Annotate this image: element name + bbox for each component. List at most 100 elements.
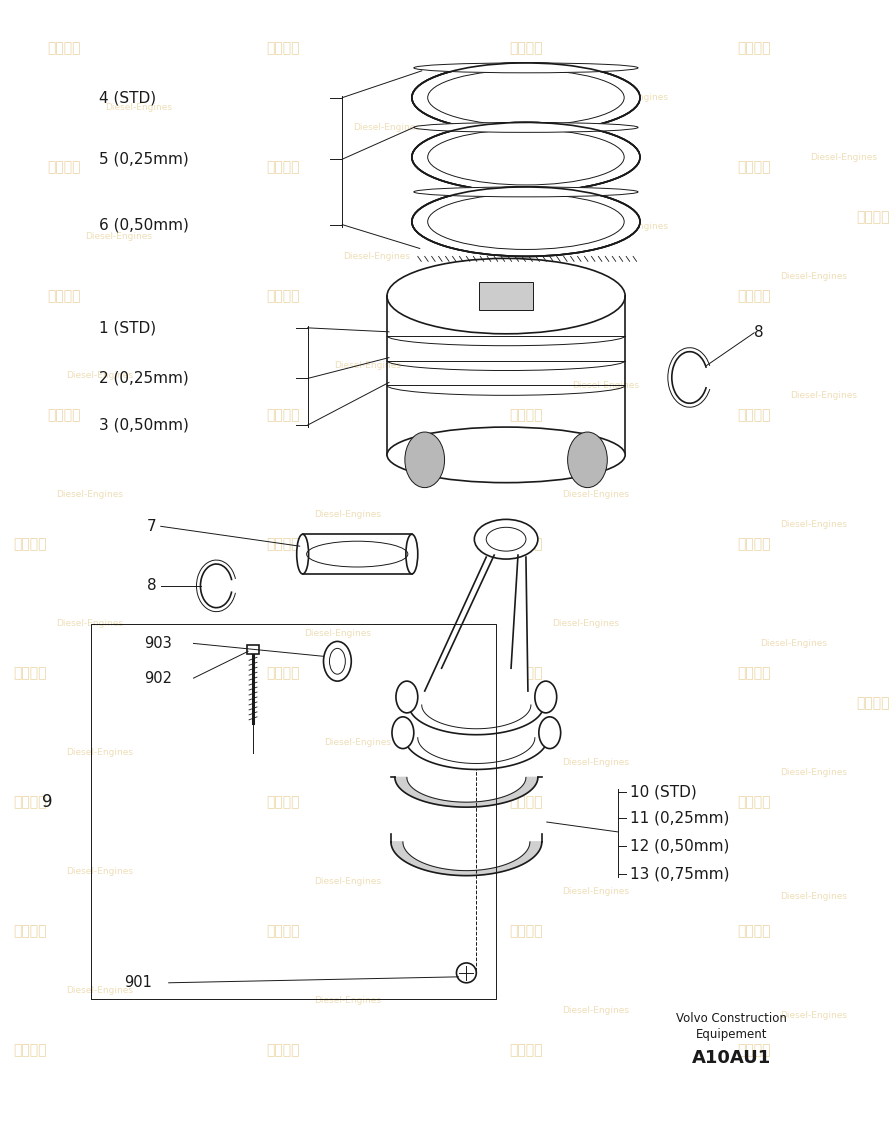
Text: 紫发动力: 紫发动力 <box>509 289 543 303</box>
Text: Diesel-Engines: Diesel-Engines <box>66 371 133 380</box>
Text: 紫发动力: 紫发动力 <box>738 289 771 303</box>
Ellipse shape <box>387 259 625 333</box>
Ellipse shape <box>428 194 624 249</box>
Text: 紫发动力: 紫发动力 <box>266 289 300 303</box>
Ellipse shape <box>406 534 417 574</box>
Ellipse shape <box>396 682 417 713</box>
Text: Diesel-Engines: Diesel-Engines <box>353 122 420 132</box>
Text: 12 (0,50mm): 12 (0,50mm) <box>630 838 730 854</box>
Ellipse shape <box>457 963 476 983</box>
Text: 紫发动力: 紫发动力 <box>856 210 890 223</box>
Text: Diesel-Engines: Diesel-Engines <box>66 748 133 758</box>
Ellipse shape <box>568 432 607 488</box>
Ellipse shape <box>296 534 309 574</box>
Text: Diesel-Engines: Diesel-Engines <box>571 381 639 390</box>
Text: Diesel-Engines: Diesel-Engines <box>303 629 371 638</box>
Text: 1 (STD): 1 (STD) <box>99 320 157 336</box>
Text: 8: 8 <box>754 325 764 340</box>
Text: 紫发动力: 紫发动力 <box>13 924 46 938</box>
Ellipse shape <box>387 428 625 483</box>
Text: Diesel-Engines: Diesel-Engines <box>602 222 668 231</box>
Text: 紫发动力: 紫发动力 <box>509 41 543 56</box>
Polygon shape <box>391 841 542 875</box>
Text: 2 (0,25mm): 2 (0,25mm) <box>99 371 189 386</box>
Ellipse shape <box>535 682 557 713</box>
Text: 8: 8 <box>147 578 157 593</box>
Text: 紫发动力: 紫发动力 <box>738 41 771 56</box>
Text: Diesel-Engines: Diesel-Engines <box>760 638 828 648</box>
Text: Diesel-Engines: Diesel-Engines <box>314 510 381 519</box>
Text: 紫发动力: 紫发动力 <box>13 795 46 810</box>
Ellipse shape <box>392 717 414 748</box>
Text: Diesel-Engines: Diesel-Engines <box>562 490 629 499</box>
Text: 紫发动力: 紫发动力 <box>509 538 543 551</box>
Text: Diesel-Engines: Diesel-Engines <box>56 490 123 499</box>
Text: 903: 903 <box>144 636 172 651</box>
Text: 紫发动力: 紫发动力 <box>738 666 771 680</box>
Text: 紫发动力: 紫发动力 <box>509 666 543 680</box>
Text: 紫发动力: 紫发动力 <box>48 289 81 303</box>
Text: Diesel-Engines: Diesel-Engines <box>790 391 857 400</box>
Text: 紫发动力: 紫发动力 <box>13 538 46 551</box>
Text: 紫发动力: 紫发动力 <box>738 160 771 175</box>
Text: Diesel-Engines: Diesel-Engines <box>781 768 847 777</box>
Text: Volvo Construction: Volvo Construction <box>676 1012 787 1025</box>
Polygon shape <box>405 738 547 770</box>
Text: 902: 902 <box>144 670 172 686</box>
Ellipse shape <box>474 519 538 559</box>
Text: 4 (STD): 4 (STD) <box>99 90 157 105</box>
Text: 紫发动力: 紫发动力 <box>738 795 771 810</box>
Text: Diesel-Engines: Diesel-Engines <box>66 868 133 877</box>
Text: Diesel-Engines: Diesel-Engines <box>85 232 152 242</box>
Text: 紫发动力: 紫发动力 <box>509 160 543 175</box>
Text: Diesel-Engines: Diesel-Engines <box>562 758 629 767</box>
Polygon shape <box>395 778 538 807</box>
Text: 紫发动力: 紫发动力 <box>509 408 543 422</box>
Text: Diesel-Engines: Diesel-Engines <box>562 1006 629 1015</box>
FancyBboxPatch shape <box>247 645 259 654</box>
Ellipse shape <box>414 187 638 197</box>
Text: 7: 7 <box>147 519 157 534</box>
Ellipse shape <box>405 432 445 488</box>
Text: 紫发动力: 紫发动力 <box>266 666 300 680</box>
Text: Diesel-Engines: Diesel-Engines <box>781 272 847 281</box>
Polygon shape <box>409 705 544 735</box>
Text: Diesel-Engines: Diesel-Engines <box>552 619 619 628</box>
Text: Diesel-Engines: Diesel-Engines <box>314 996 381 1005</box>
Text: Diesel-Engines: Diesel-Engines <box>334 361 400 370</box>
Text: 紫发动力: 紫发动力 <box>266 408 300 422</box>
Text: 紫发动力: 紫发动力 <box>266 160 300 175</box>
Text: 10 (STD): 10 (STD) <box>630 785 697 799</box>
Text: 3 (0,50mm): 3 (0,50mm) <box>99 417 189 432</box>
Text: Diesel-Engines: Diesel-Engines <box>562 887 629 896</box>
Text: 紫发动力: 紫发动力 <box>738 408 771 422</box>
Text: 紫发动力: 紫发动力 <box>48 408 81 422</box>
Text: 紫发动力: 紫发动力 <box>738 1043 771 1057</box>
Text: 紫发动力: 紫发动力 <box>266 795 300 810</box>
Text: 紫发动力: 紫发动力 <box>266 41 300 56</box>
Text: 紫发动力: 紫发动力 <box>266 1043 300 1057</box>
Ellipse shape <box>323 642 352 682</box>
Ellipse shape <box>412 187 640 256</box>
Text: 11 (0,25mm): 11 (0,25mm) <box>630 811 730 826</box>
Text: Diesel-Engines: Diesel-Engines <box>314 877 381 886</box>
Text: 紫发动力: 紫发动力 <box>738 924 771 938</box>
Text: Diesel-Engines: Diesel-Engines <box>602 93 668 102</box>
Text: Diesel-Engines: Diesel-Engines <box>344 252 410 261</box>
Text: Diesel-Engines: Diesel-Engines <box>324 738 391 747</box>
Text: Diesel-Engines: Diesel-Engines <box>66 987 133 996</box>
Ellipse shape <box>414 62 638 73</box>
Text: Diesel-Engines: Diesel-Engines <box>56 619 123 628</box>
Text: 紫发动力: 紫发动力 <box>48 41 81 56</box>
Ellipse shape <box>414 122 638 133</box>
Text: A10AU1: A10AU1 <box>692 1049 771 1067</box>
Text: Diesel-Engines: Diesel-Engines <box>810 153 877 162</box>
Ellipse shape <box>538 717 561 748</box>
Ellipse shape <box>428 70 624 126</box>
Text: 紫发动力: 紫发动力 <box>13 1043 46 1057</box>
Text: Diesel-Engines: Diesel-Engines <box>781 1012 847 1021</box>
Text: Diesel-Engines: Diesel-Engines <box>781 892 847 900</box>
Text: 紫发动力: 紫发动力 <box>509 924 543 938</box>
Text: Diesel-Engines: Diesel-Engines <box>781 519 847 528</box>
Text: 901: 901 <box>124 975 152 990</box>
